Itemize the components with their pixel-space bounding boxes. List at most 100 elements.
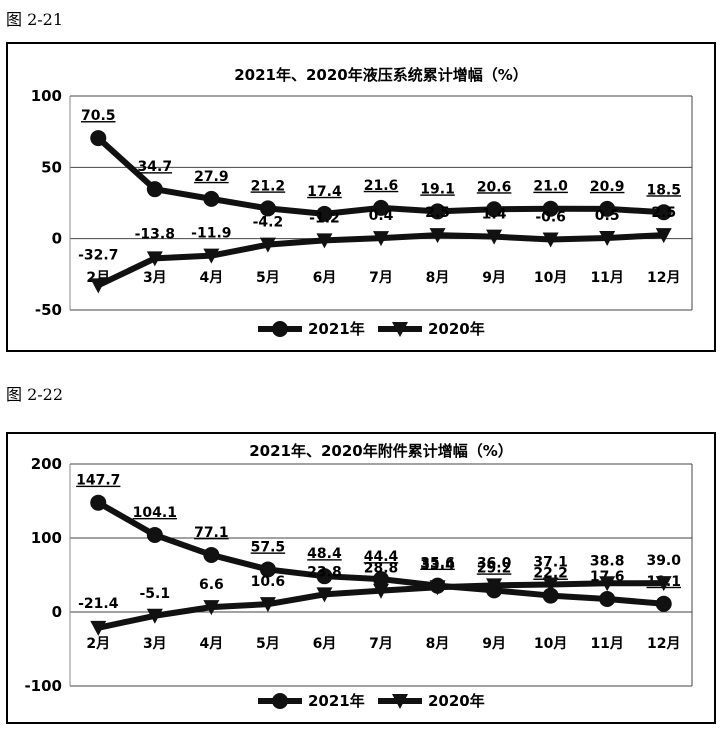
data-point-2021 — [599, 590, 616, 607]
y-tick-label: 50 — [41, 158, 62, 176]
legend-label: 2020年 — [428, 320, 485, 338]
data-point-2020 — [146, 608, 163, 624]
data-label: 21.2 — [251, 178, 286, 194]
x-category-label: 4月 — [199, 270, 223, 286]
data-point-2021 — [259, 200, 276, 217]
x-category-label: 6月 — [313, 270, 337, 286]
data-label: -11.9 — [191, 226, 231, 242]
data-label: 35.6 — [420, 556, 455, 572]
data-label: 147.7 — [76, 473, 120, 489]
data-label: -21.4 — [78, 596, 119, 612]
legend-marker-triangle — [392, 694, 408, 709]
data-point-2020 — [203, 600, 220, 616]
data-point-2021 — [146, 526, 163, 543]
data-point-2020 — [373, 583, 389, 599]
data-label: 0.4 — [369, 208, 394, 224]
data-point-2020 — [542, 232, 559, 248]
legend-marker-circle — [272, 693, 288, 709]
data-point-2020 — [316, 587, 333, 603]
data-label: 57.5 — [251, 539, 286, 555]
x-category-label: 2月 — [86, 636, 110, 652]
data-label: 104.1 — [133, 505, 177, 521]
data-point-2021 — [599, 200, 616, 217]
data-label: 33.4 — [420, 557, 455, 573]
data-label: 70.5 — [81, 108, 116, 124]
data-label: 10.6 — [251, 574, 286, 590]
x-category-label: 7月 — [369, 270, 393, 286]
y-tick-label: 0 — [52, 230, 62, 248]
y-tick-label: 200 — [31, 455, 62, 473]
x-category-label: 8月 — [426, 636, 450, 652]
x-category-label: 12月 — [647, 270, 680, 286]
data-point-2021 — [316, 205, 333, 222]
data-point-2020 — [373, 231, 389, 247]
x-category-label: 12月 — [647, 636, 680, 652]
data-label: 1.4 — [482, 207, 507, 223]
data-label: 38.8 — [590, 553, 625, 569]
chart-frame-1: 2021年、2020年液压系统累计增幅（%） 100 50 0 -50 2月 3月 4月 5月 6… — [6, 42, 716, 352]
data-point-2020 — [486, 229, 503, 245]
data-label: 29.2 — [477, 560, 512, 576]
data-point-2020 — [316, 233, 333, 249]
data-point-2020 — [90, 620, 107, 636]
data-point-2021 — [655, 595, 672, 612]
data-point-2021 — [655, 204, 672, 221]
x-category-label: 7月 — [369, 636, 393, 652]
data-label: -4.2 — [253, 215, 284, 231]
figure-caption-1: 图 2-21 — [6, 10, 64, 29]
x-category-label: 9月 — [482, 636, 506, 652]
data-label: 17.4 — [307, 184, 342, 200]
legend-label: 2021年 — [308, 692, 365, 710]
data-point-2021 — [373, 571, 389, 588]
legend-label: 2021年 — [308, 320, 365, 338]
data-label: 48.4 — [307, 546, 342, 562]
data-point-2021 — [203, 546, 220, 563]
data-label: 44.4 — [364, 549, 399, 565]
data-point-2020 — [259, 597, 276, 613]
data-point-2020 — [203, 248, 220, 264]
legend-marker-triangle — [392, 322, 408, 337]
x-category-label: 10月 — [534, 636, 567, 652]
data-point-2021 — [542, 587, 559, 604]
data-point-2020 — [429, 580, 446, 596]
x-category-label: 3月 — [143, 270, 167, 286]
data-label: 19.1 — [420, 181, 455, 197]
data-label: 21.6 — [364, 178, 399, 194]
data-point-2020 — [146, 251, 163, 267]
data-point-2021 — [203, 190, 220, 207]
y-tick-label: 100 — [31, 87, 62, 105]
data-label: 36.0 — [477, 555, 512, 571]
data-label: 2.5 — [425, 205, 450, 221]
y-tick-label: -100 — [24, 677, 62, 695]
data-point-2020 — [599, 230, 616, 246]
data-label: 27.9 — [194, 169, 229, 185]
data-label: -32.7 — [78, 247, 118, 263]
data-point-2021 — [90, 494, 107, 511]
x-category-label: 8月 — [426, 270, 450, 286]
data-label: 34.7 — [138, 159, 173, 175]
chart-title: 2021年、2020年液压系统累计增幅（%） — [234, 66, 528, 84]
data-point-2021 — [542, 200, 559, 217]
x-category-label: 5月 — [256, 636, 280, 652]
data-label: 20.6 — [477, 179, 512, 195]
data-label: 6.6 — [199, 577, 224, 593]
x-category-label: 5月 — [256, 270, 280, 286]
y-tick-label: -50 — [35, 301, 62, 319]
data-label: 22.2 — [533, 566, 568, 582]
x-category-label: 3月 — [143, 636, 167, 652]
data-point-2021 — [146, 181, 163, 198]
data-point-2020 — [90, 278, 107, 294]
x-category-label: 11月 — [590, 636, 623, 652]
y-tick-label: 0 — [52, 603, 62, 621]
data-point-2020 — [655, 576, 672, 592]
x-category-label: 11月 — [590, 270, 623, 286]
x-category-label: 6月 — [313, 636, 337, 652]
x-category-label: 4月 — [199, 636, 223, 652]
data-label: 0.5 — [595, 208, 620, 224]
data-label: 23.8 — [307, 564, 342, 580]
figure-caption-2: 图 2-22 — [6, 385, 64, 404]
legend-label: 2020年 — [428, 692, 485, 710]
data-point-2021 — [259, 561, 276, 578]
chart-title: 2021年、2020年附件累计增幅（%） — [249, 442, 513, 460]
